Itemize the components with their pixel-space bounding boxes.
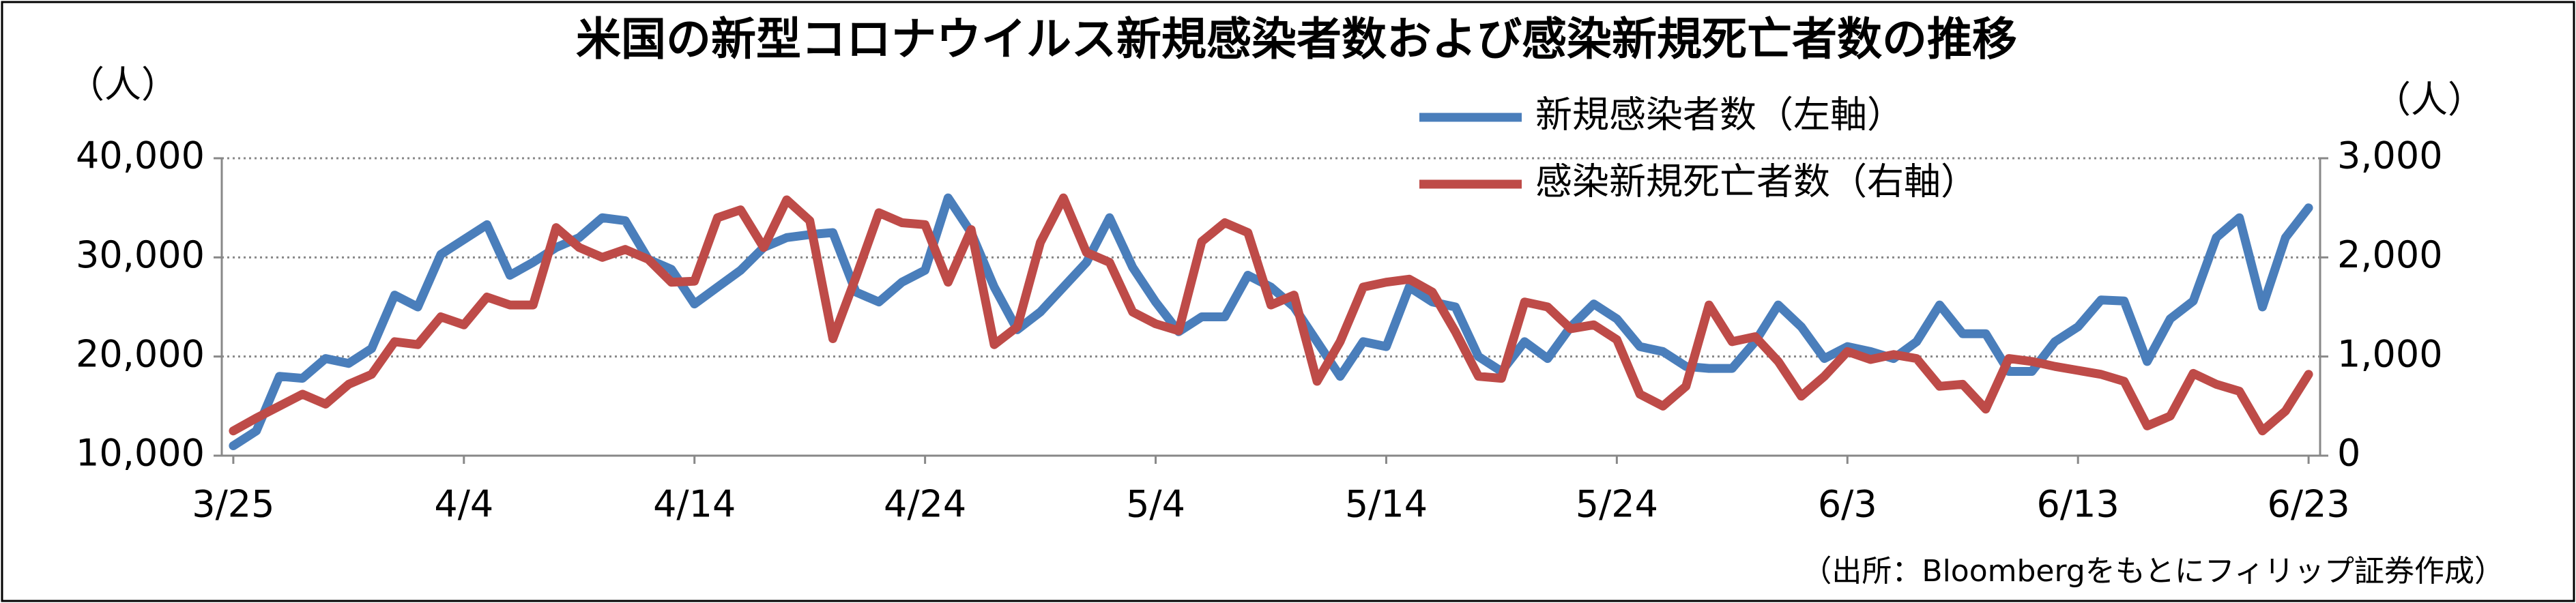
series-line bbox=[229, 193, 2313, 436]
y-axis-label: （人） bbox=[68, 63, 178, 106]
x-tick-label: 6/3 bbox=[1818, 483, 1877, 526]
x-tick-label: 5/14 bbox=[1345, 483, 1428, 526]
y2-tick-label: 0 bbox=[2337, 432, 2360, 475]
y2-tick-label: 1,000 bbox=[2337, 332, 2443, 375]
y-tick-label: 40,000 bbox=[76, 134, 205, 177]
source-note: （出所：Bloombergをもとにフィリップ証券作成） bbox=[1801, 554, 2504, 589]
series-line bbox=[229, 193, 2313, 450]
legend-label: 感染新規死亡者数（右軸） bbox=[1535, 160, 1978, 203]
y2-axis-label: （人） bbox=[2374, 78, 2485, 121]
x-tick-label: 6/23 bbox=[2267, 483, 2349, 526]
chart-title: 米国の新型コロナウイルス新規感染者数および感染新規死亡者数の推移 bbox=[576, 13, 2017, 65]
y2-tick-label: 2,000 bbox=[2337, 233, 2443, 276]
x-tick-label: 4/24 bbox=[884, 483, 966, 526]
x-tick-label: 6/13 bbox=[2037, 483, 2119, 526]
x-tick-label: 4/4 bbox=[434, 483, 493, 526]
x-tick-label: 3/25 bbox=[192, 483, 274, 526]
y-tick-label: 20,000 bbox=[76, 332, 205, 375]
legend-label: 新規感染者数（左軸） bbox=[1535, 93, 1904, 136]
x-tick-label: 5/4 bbox=[1126, 483, 1185, 526]
y-tick-label: 30,000 bbox=[76, 233, 205, 276]
y2-tick-label: 3,000 bbox=[2337, 134, 2443, 177]
y-tick-label: 10,000 bbox=[76, 432, 205, 475]
x-tick-label: 5/24 bbox=[1576, 483, 1658, 526]
x-tick-label: 4/14 bbox=[653, 483, 736, 526]
